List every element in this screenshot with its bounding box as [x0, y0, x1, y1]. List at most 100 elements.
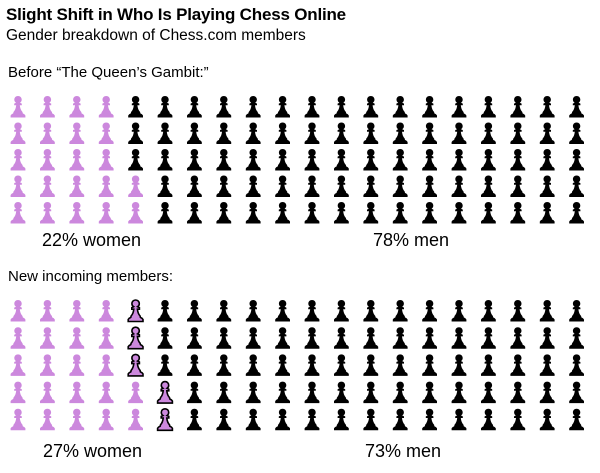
pawn-icon-men [510, 175, 526, 197]
pawn-icon-men [334, 327, 349, 349]
pawn-icon-men [481, 327, 496, 349]
pawn-icon-men [392, 149, 408, 171]
pawn-icon-women [98, 327, 114, 349]
pawn-icon-men [334, 122, 349, 144]
pawn-icon-men [569, 202, 584, 224]
pawn-icon-women [10, 300, 26, 322]
pawn-icon-men [422, 175, 437, 197]
pawn-icon-men [245, 354, 261, 376]
pawn-icon-women [69, 175, 85, 197]
pawn-icon-men [187, 300, 202, 322]
pawn-icon-men [187, 202, 202, 224]
pawn-icon-men [363, 327, 379, 349]
pawn-icon-men [392, 408, 408, 431]
pawn-icon-men [481, 122, 496, 144]
pawn-icon-men [481, 408, 496, 431]
pawn-icon-men [539, 149, 555, 171]
pawn-icon-women [128, 408, 143, 431]
pawn-icon-men [216, 327, 232, 349]
pawn-icon-men [157, 149, 173, 171]
pawn-icon-women [98, 175, 114, 197]
pawn-icon-men [422, 202, 437, 224]
pawn-icon-women [69, 122, 85, 144]
pawn-icon-men [275, 381, 290, 404]
pawn-icon-men [539, 175, 555, 197]
pawn-icon-men [334, 149, 349, 171]
pawn-icon-men [275, 175, 290, 197]
pawn-icon-women [40, 408, 55, 431]
pawn-icon-women [10, 175, 26, 197]
before-section-label: Before “The Queen’s Gambit:” [8, 64, 209, 81]
pawn-icon-women [10, 408, 26, 431]
pawn-icon-men [451, 381, 467, 404]
pawn-icon-men [481, 354, 496, 376]
pawn-icon-men [128, 149, 143, 171]
pawn-icon-men [334, 175, 349, 197]
pawn-icon-new-women [127, 353, 144, 377]
pawn-icon-men [392, 354, 408, 376]
pawn-icon-men [569, 175, 584, 197]
pawn-icon-men [245, 96, 261, 118]
pawn-icon-women [98, 300, 114, 322]
pawn-icon-men [422, 149, 437, 171]
pawn-icon-men [245, 202, 261, 224]
pawn-icon-women [40, 381, 55, 404]
pawn-icon-new-women [127, 299, 144, 323]
pawn-icon-men [304, 354, 320, 376]
pawn-icon-men [304, 122, 320, 144]
pawn-icon-men [392, 327, 408, 349]
pawn-icon-men [451, 354, 467, 376]
pawn-icon-new-women [156, 408, 174, 432]
pawn-icon-men [275, 122, 290, 144]
pawn-icon-women [98, 149, 114, 171]
pawn-icon-women [69, 149, 85, 171]
pawn-icon-men [510, 327, 526, 349]
pawn-icon-men [334, 408, 349, 431]
pawn-icon-men [510, 202, 526, 224]
pawn-icon-men [510, 354, 526, 376]
pawn-icon-men [510, 381, 526, 404]
pawn-icon-men [304, 202, 320, 224]
pawn-icon-men [481, 175, 496, 197]
pawn-icon-men [245, 381, 261, 404]
pawn-icon-men [451, 408, 467, 431]
pawn-icon-men [245, 175, 261, 197]
pawn-icon-women [98, 408, 114, 431]
pawn-icon-men [245, 300, 261, 322]
pawn-icon-men [157, 202, 173, 224]
chart-title: Slight Shift in Who Is Playing Chess Onl… [6, 5, 346, 24]
pawn-icon-men [245, 408, 261, 431]
pawn-icon-men [187, 96, 202, 118]
before-pawn-waffle-grid [10, 96, 584, 224]
pawn-icon-men [539, 96, 555, 118]
pawn-icon-men [539, 327, 555, 349]
pawn-icon-men [304, 175, 320, 197]
pawn-icon-men [569, 408, 584, 431]
pawn-icon-men [245, 149, 261, 171]
pawn-icon-women [98, 381, 114, 404]
pawn-icon-women [40, 149, 55, 171]
pawn-icon-men [392, 381, 408, 404]
pawn-icon-men [422, 354, 437, 376]
pawn-icon-men [275, 354, 290, 376]
pawn-icon-men [392, 202, 408, 224]
pawn-icon-men [392, 122, 408, 144]
new-men-percent-label: 73% men [365, 441, 442, 461]
pawn-icon-men [275, 96, 290, 118]
pawn-icon-women [10, 96, 26, 118]
new-members-pawn-waffle-grid [10, 299, 584, 432]
pawn-icon-women [128, 175, 143, 197]
pawn-icon-men [422, 96, 437, 118]
pawn-icon-men [510, 122, 526, 144]
pawn-icon-women [69, 408, 85, 431]
pawn-icon-men [481, 149, 496, 171]
pawn-icon-women [69, 354, 85, 376]
pawn-icon-women [128, 381, 143, 404]
pawn-icon-men [451, 149, 467, 171]
pawn-icon-new-women [156, 380, 174, 404]
pawn-icon-men [275, 408, 290, 431]
pawn-icon-women [10, 327, 26, 349]
pawn-icon-men [510, 149, 526, 171]
pawn-icon-men [187, 149, 202, 171]
pawn-icon-women [98, 354, 114, 376]
